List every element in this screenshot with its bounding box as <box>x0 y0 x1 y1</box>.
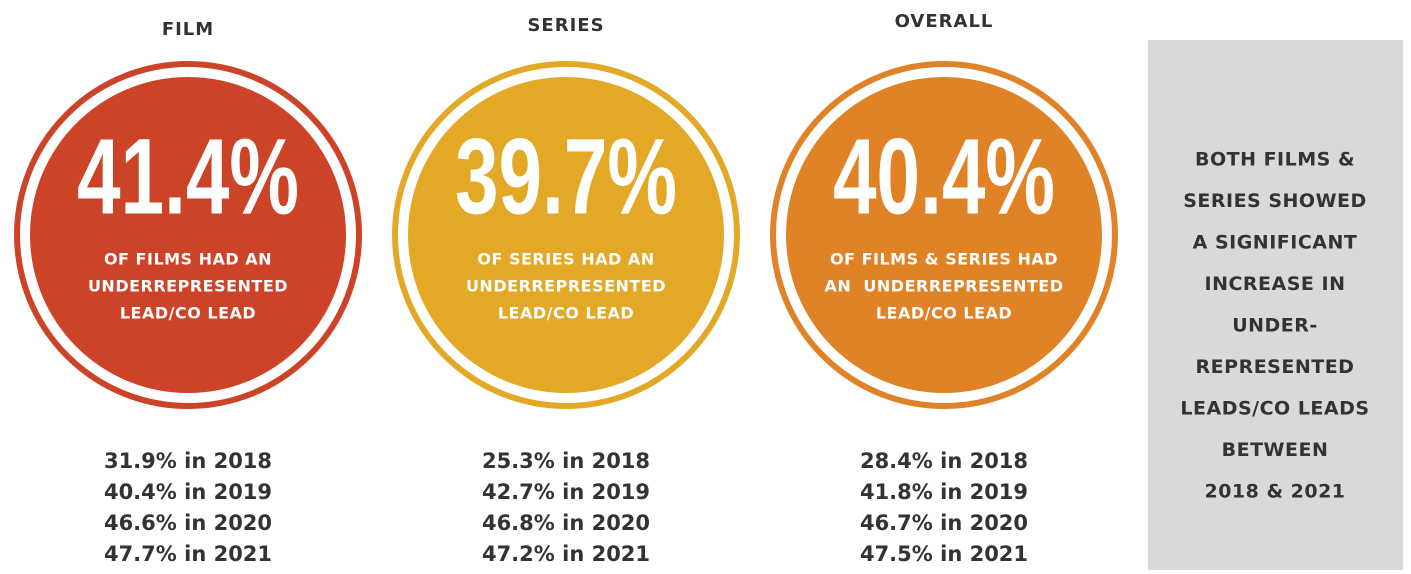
stat-caption: AN UNDERREPRESENTED <box>824 277 1063 296</box>
stat-caption: OF SERIES HAD AN <box>477 250 654 269</box>
stat-caption: OF FILMS HAD AN <box>104 250 272 269</box>
sidebar-line: BOTH FILMS & <box>1195 149 1355 171</box>
stat-circle <box>30 77 346 393</box>
history-line: 46.6% in 2020 <box>104 511 272 535</box>
outer-ring <box>14 61 362 409</box>
history-line: 47.7% in 2021 <box>104 542 272 566</box>
history-line: 46.8% in 2020 <box>482 511 650 535</box>
stat-value: 39.7% <box>455 116 677 237</box>
stat-caption: UNDERREPRESENTED <box>466 277 666 296</box>
history-line: 40.4% in 2019 <box>104 480 272 504</box>
sidebar-line: 2018 & 2021 <box>1204 481 1345 503</box>
stat-circle <box>408 77 724 393</box>
stat-caption: OF FILMS & SERIES HAD <box>830 250 1058 269</box>
sidebar-line: SERIES SHOWED <box>1183 190 1367 212</box>
sidebar-line: UNDER- <box>1232 315 1318 337</box>
panel-heading: OVERALL <box>895 11 994 32</box>
sidebar-line: A SIGNIFICANT <box>1193 232 1358 254</box>
stat-caption: LEAD/CO LEAD <box>876 304 1012 323</box>
panel-heading: SERIES <box>527 15 604 36</box>
stat-value: 40.4% <box>833 116 1055 237</box>
stat-circle <box>786 77 1102 393</box>
sidebar-line: BETWEEN <box>1222 439 1329 461</box>
history-line: 25.3% in 2018 <box>482 449 650 473</box>
history-line: 31.9% in 2018 <box>104 449 272 473</box>
history-line: 47.2% in 2021 <box>482 542 650 566</box>
outer-ring <box>392 61 740 409</box>
history-line: 28.4% in 2018 <box>860 449 1028 473</box>
history-line: 47.5% in 2021 <box>860 542 1028 566</box>
outer-ring <box>770 61 1118 409</box>
history-line: 42.7% in 2019 <box>482 480 650 504</box>
history-line: 46.7% in 2020 <box>860 511 1028 535</box>
stat-caption: UNDERREPRESENTED <box>88 277 288 296</box>
sidebar-line: INCREASE IN <box>1205 273 1346 295</box>
sidebar-line: REPRESENTED <box>1196 356 1355 378</box>
history-line: 41.8% in 2019 <box>860 480 1028 504</box>
sidebar-box <box>1148 40 1403 570</box>
stat-caption: LEAD/CO LEAD <box>498 304 634 323</box>
stat-caption: LEAD/CO LEAD <box>120 304 256 323</box>
sidebar-line: LEADS/CO LEADS <box>1180 398 1369 420</box>
stat-value: 41.4% <box>77 116 299 237</box>
panel-heading: FILM <box>162 19 214 40</box>
